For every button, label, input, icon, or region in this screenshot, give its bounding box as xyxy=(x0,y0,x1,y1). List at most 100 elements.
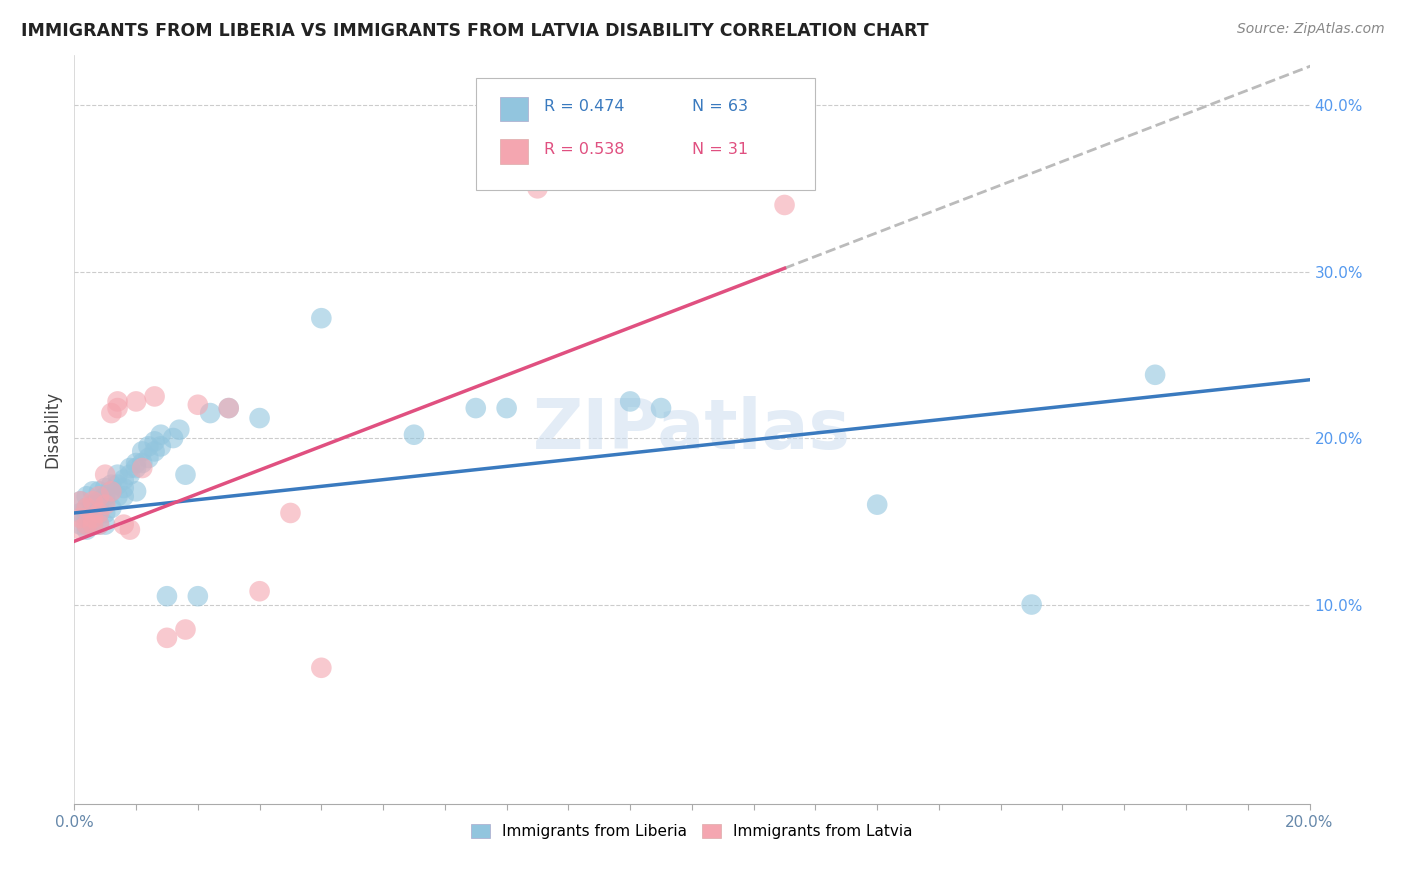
Point xyxy=(143,434,166,449)
Point xyxy=(87,494,110,508)
Text: N = 31: N = 31 xyxy=(692,142,748,157)
Point xyxy=(125,394,148,409)
Point xyxy=(69,517,91,532)
Point xyxy=(100,477,122,491)
Point xyxy=(76,517,98,532)
Point xyxy=(1021,598,1043,612)
Point xyxy=(82,498,104,512)
Point xyxy=(94,494,117,508)
Point xyxy=(149,439,172,453)
Point xyxy=(118,461,141,475)
Point xyxy=(125,461,148,475)
Point xyxy=(107,401,129,415)
Point xyxy=(131,461,153,475)
Text: ZIPatlas: ZIPatlas xyxy=(533,396,851,463)
Point xyxy=(82,511,104,525)
Point xyxy=(87,500,110,515)
Point xyxy=(112,473,135,487)
Text: N = 63: N = 63 xyxy=(692,99,748,114)
Y-axis label: Disability: Disability xyxy=(44,392,60,468)
Point xyxy=(76,511,98,525)
Point xyxy=(280,506,302,520)
Point xyxy=(311,311,333,326)
Point xyxy=(87,517,110,532)
Point xyxy=(82,517,104,532)
Text: Source: ZipAtlas.com: Source: ZipAtlas.com xyxy=(1237,22,1385,37)
Point xyxy=(82,494,104,508)
Point xyxy=(311,661,333,675)
Point xyxy=(76,500,98,515)
Point xyxy=(107,489,129,503)
Legend: Immigrants from Liberia, Immigrants from Latvia: Immigrants from Liberia, Immigrants from… xyxy=(465,818,918,846)
Point xyxy=(94,467,117,482)
Point xyxy=(112,481,135,495)
Point xyxy=(131,456,153,470)
Point xyxy=(162,431,184,445)
Point xyxy=(87,484,110,499)
Point xyxy=(125,484,148,499)
Point xyxy=(174,623,197,637)
Point xyxy=(107,394,129,409)
Point xyxy=(82,511,104,525)
Point xyxy=(619,394,641,409)
Point xyxy=(187,398,209,412)
Text: R = 0.538: R = 0.538 xyxy=(544,142,624,157)
Point xyxy=(69,494,91,508)
Point xyxy=(112,517,135,532)
Point xyxy=(76,500,98,515)
Point xyxy=(249,584,271,599)
Point xyxy=(118,467,141,482)
Point xyxy=(82,506,104,520)
Point xyxy=(249,411,271,425)
Point xyxy=(143,444,166,458)
FancyBboxPatch shape xyxy=(501,139,527,164)
Point xyxy=(94,489,117,503)
Point xyxy=(149,427,172,442)
Point xyxy=(107,477,129,491)
Point xyxy=(94,506,117,520)
Point xyxy=(138,450,160,465)
Point xyxy=(174,467,197,482)
Point xyxy=(82,517,104,532)
Point xyxy=(773,198,796,212)
Point xyxy=(100,406,122,420)
Point xyxy=(112,489,135,503)
Point xyxy=(87,506,110,520)
Point xyxy=(76,517,98,532)
Point xyxy=(526,181,548,195)
Point xyxy=(94,481,117,495)
Point xyxy=(76,523,98,537)
Point xyxy=(118,523,141,537)
Point xyxy=(87,489,110,503)
Point xyxy=(218,401,240,415)
Point xyxy=(87,517,110,532)
Point xyxy=(464,401,486,415)
Point xyxy=(138,439,160,453)
Point xyxy=(495,401,517,415)
Point xyxy=(866,498,889,512)
Point xyxy=(82,506,104,520)
Point xyxy=(402,427,425,442)
Point xyxy=(156,589,179,603)
Point xyxy=(100,484,122,499)
Point xyxy=(69,523,91,537)
Point xyxy=(218,401,240,415)
FancyBboxPatch shape xyxy=(475,78,815,190)
Point xyxy=(82,484,104,499)
Text: R = 0.474: R = 0.474 xyxy=(544,99,624,114)
Point xyxy=(94,498,117,512)
Point xyxy=(76,489,98,503)
Point xyxy=(156,631,179,645)
Point xyxy=(143,389,166,403)
Point xyxy=(69,511,91,525)
Point xyxy=(107,467,129,482)
Point xyxy=(198,406,221,420)
Point xyxy=(100,484,122,499)
FancyBboxPatch shape xyxy=(501,96,527,121)
Point xyxy=(169,423,191,437)
Point xyxy=(650,401,672,415)
Point xyxy=(69,506,91,520)
Point xyxy=(187,589,209,603)
Point xyxy=(1144,368,1167,382)
Point xyxy=(125,456,148,470)
